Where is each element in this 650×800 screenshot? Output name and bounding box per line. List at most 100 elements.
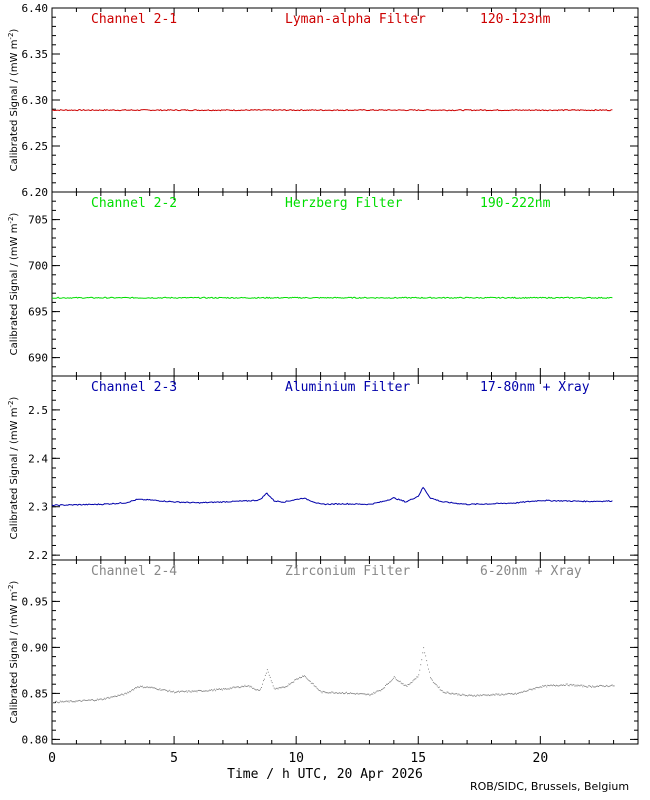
y-tick-label: 0.85 [22,687,49,700]
channel-label: Channel 2-3 [91,380,177,395]
series-point [193,690,195,692]
series-point [94,700,95,702]
series-point [86,700,88,701]
series-point [470,694,471,696]
series-point [288,683,290,685]
series-point [461,694,463,696]
series-point [403,685,405,686]
series-point [430,677,431,679]
series-point [110,696,112,698]
series-point [176,691,177,693]
series-point [293,681,295,683]
series-point [215,690,217,692]
series-point [213,689,215,691]
series-point [569,684,571,686]
series-point [595,686,596,688]
series-point [61,700,63,702]
series-point [291,682,293,683]
series-point [142,687,144,689]
series-point [139,685,141,687]
band-label: 17-80nm + Xray [480,380,590,395]
series-point [562,684,564,686]
series-point [79,699,81,701]
series-point [556,684,557,686]
series-point [344,693,345,695]
series-point [103,697,105,699]
series-point [568,685,570,687]
series-point [392,677,394,679]
y-tick-label: 0.95 [22,595,49,608]
series-point [317,688,319,690]
series-point [147,687,149,689]
series-point [172,691,174,693]
series-point [363,693,365,695]
series-point [305,676,306,678]
series-point [228,688,230,690]
series-point [282,686,284,688]
series-point [549,685,551,687]
series-point [95,699,96,701]
series-point [507,693,509,695]
series-point [575,684,577,686]
series-point [364,693,366,695]
series-point [122,694,124,696]
series-point [570,683,572,685]
band-label: 6-20nm + Xray [480,564,582,579]
series-point [579,685,581,687]
series-point [203,690,205,692]
series-point [518,692,520,694]
series-point [229,687,231,689]
series-point [613,685,615,687]
series-point [195,690,197,692]
series-point [259,689,261,691]
series-point [516,692,518,694]
series-point [173,690,175,692]
series-point [283,686,285,688]
series-point [496,693,498,695]
series-point [390,680,392,682]
series-point [130,691,132,693]
series-point [481,694,483,696]
y-tick-label: 2.3 [28,501,48,514]
y-tick-label: 6.35 [22,48,49,61]
series-point [206,690,208,692]
series-point [174,692,176,694]
series-point [593,686,595,688]
series-point [535,687,537,689]
series-point [456,693,458,695]
series-point [270,680,272,682]
series-point [134,688,135,690]
series-point [238,687,240,689]
series-point [578,685,580,687]
channel-label: Channel 2-2 [91,196,177,211]
series-point [397,680,399,682]
series-point [54,701,56,703]
series-point [70,700,72,702]
series-point [246,685,248,687]
series-point [179,690,181,692]
series-point [355,693,357,695]
series-point [511,693,512,695]
series-point [426,660,428,662]
y-tick-label: 6.40 [22,2,49,15]
series-point [498,693,500,695]
series-point [517,692,519,694]
series-point [386,683,387,685]
series-point [435,684,437,686]
series-point [361,693,363,695]
series-point [316,687,318,689]
series-point [345,692,346,694]
series-point [514,692,516,694]
series-point [258,689,260,691]
band-label: 190-222nm [480,196,551,211]
series-point [577,684,579,686]
series-point [77,700,79,702]
series-point [166,690,168,691]
series-point [537,687,539,689]
series-point [338,692,340,694]
series-point [180,690,182,692]
series-point [314,685,316,687]
series-point [500,694,502,696]
series-point [252,688,254,689]
series-point [154,687,156,689]
